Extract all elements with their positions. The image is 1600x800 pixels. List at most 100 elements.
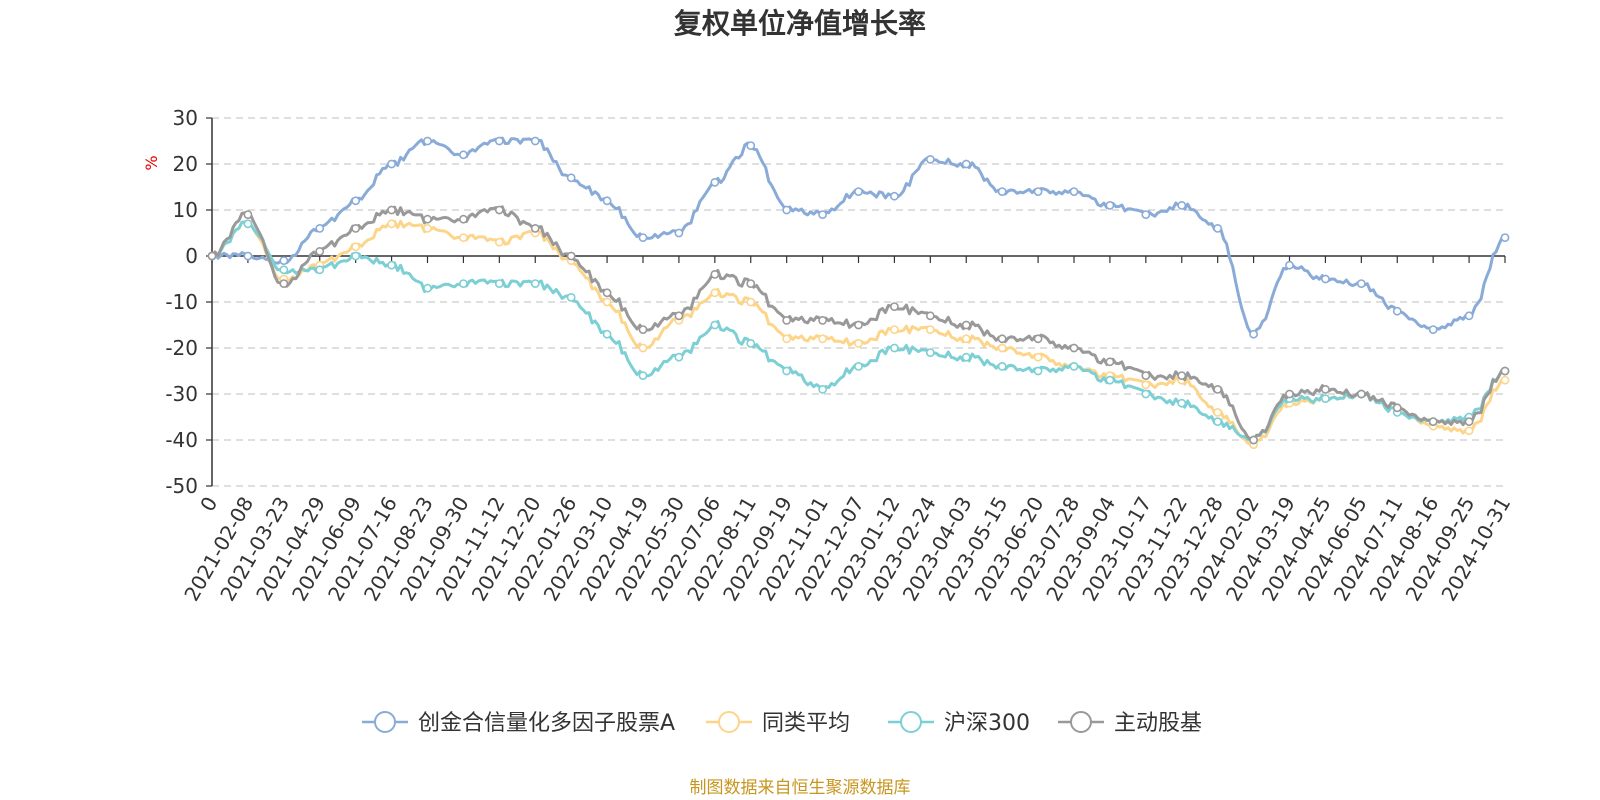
data-point bbox=[459, 214, 468, 224]
data-point bbox=[1321, 274, 1330, 284]
data-point bbox=[1500, 375, 1510, 385]
data-point bbox=[890, 302, 899, 311]
data-point bbox=[494, 136, 504, 146]
data-point bbox=[1141, 210, 1151, 219]
data-point bbox=[1033, 187, 1043, 196]
data-point bbox=[387, 219, 396, 229]
data-point bbox=[961, 159, 971, 169]
data-point bbox=[818, 315, 827, 325]
data-point bbox=[459, 150, 468, 160]
data-point bbox=[1213, 384, 1223, 394]
data-point bbox=[818, 384, 827, 394]
data-point bbox=[638, 343, 648, 353]
data-point bbox=[925, 325, 935, 334]
data-point bbox=[818, 334, 827, 344]
legend-item[interactable]: 主动股基 bbox=[1058, 711, 1202, 736]
data-point bbox=[1392, 403, 1402, 413]
legend[interactable]: 创金合信量化多因子股票A 同类平均 沪深300 主动股基 bbox=[362, 711, 1202, 736]
data-point bbox=[351, 251, 361, 261]
data-point bbox=[1177, 200, 1187, 210]
y-tick-label: 0 bbox=[185, 244, 198, 268]
data-point bbox=[1500, 366, 1510, 376]
data-point bbox=[1141, 380, 1151, 390]
data-point bbox=[638, 325, 648, 334]
series-line bbox=[210, 220, 1506, 442]
data-point bbox=[1464, 311, 1474, 321]
data-point bbox=[890, 191, 899, 201]
data-point bbox=[854, 338, 863, 348]
data-point bbox=[1213, 223, 1223, 233]
data-point bbox=[710, 177, 720, 187]
data-point bbox=[710, 320, 720, 330]
data-point bbox=[746, 141, 756, 150]
data-point bbox=[494, 279, 504, 288]
data-point bbox=[351, 223, 361, 233]
data-point bbox=[423, 223, 432, 233]
data-point bbox=[674, 311, 684, 321]
data-point bbox=[1069, 361, 1079, 371]
data-point bbox=[854, 361, 863, 371]
y-tick-label: -50 bbox=[165, 474, 198, 498]
data-point bbox=[602, 297, 612, 307]
data-point bbox=[818, 210, 827, 219]
data-point bbox=[207, 251, 217, 261]
x-tick-label: 0 bbox=[195, 493, 222, 516]
data-point bbox=[387, 205, 396, 215]
data-point bbox=[854, 320, 863, 330]
data-point bbox=[351, 242, 361, 252]
data-point bbox=[925, 311, 935, 321]
legend-item[interactable]: 沪深300 bbox=[888, 711, 1030, 736]
data-point bbox=[1069, 343, 1079, 353]
data-point bbox=[890, 343, 899, 353]
data-point bbox=[961, 320, 971, 330]
data-point bbox=[782, 366, 792, 376]
series-line bbox=[210, 219, 1506, 447]
data-point bbox=[782, 205, 792, 215]
data-point bbox=[1105, 357, 1115, 367]
y-tick-label: -30 bbox=[165, 382, 198, 406]
data-point bbox=[746, 297, 756, 307]
data-point bbox=[351, 196, 361, 206]
data-point bbox=[638, 233, 648, 242]
data-point bbox=[1321, 384, 1330, 394]
data-point bbox=[1105, 375, 1115, 385]
legend-item[interactable]: 创金合信量化多因子股票A bbox=[362, 711, 675, 736]
data-point bbox=[315, 246, 325, 256]
data-point bbox=[1285, 389, 1294, 399]
series-line bbox=[211, 136, 1506, 336]
data-point bbox=[1213, 417, 1223, 426]
data-point bbox=[1141, 371, 1151, 380]
data-point bbox=[243, 210, 253, 219]
data-point bbox=[279, 256, 289, 265]
data-point bbox=[925, 348, 935, 357]
legend-item[interactable]: 同类平均 bbox=[706, 711, 850, 736]
y-tick-label: -40 bbox=[165, 428, 198, 452]
data-point bbox=[530, 223, 540, 233]
data-point bbox=[530, 279, 540, 288]
data-point bbox=[1033, 352, 1043, 362]
data-point bbox=[1428, 325, 1438, 334]
data-point bbox=[782, 315, 792, 325]
data-point bbox=[961, 352, 971, 362]
data-point bbox=[746, 279, 756, 288]
data-point bbox=[997, 334, 1007, 344]
data-point bbox=[997, 343, 1007, 353]
data-point bbox=[387, 260, 396, 270]
data-point bbox=[710, 269, 720, 279]
data-point bbox=[602, 196, 612, 206]
data-point bbox=[1177, 371, 1187, 380]
legend-circle-icon bbox=[718, 711, 740, 733]
data-point bbox=[1356, 389, 1366, 399]
data-point bbox=[674, 228, 684, 238]
data-point bbox=[1069, 187, 1079, 196]
data-point bbox=[1033, 334, 1043, 344]
legend-circle-icon bbox=[1070, 711, 1092, 733]
legend-label: 同类平均 bbox=[762, 711, 850, 736]
y-tick-label: -10 bbox=[165, 290, 198, 314]
data-point bbox=[890, 325, 899, 334]
data-point bbox=[1033, 366, 1043, 376]
data-point bbox=[638, 371, 648, 380]
y-axis-unit: % bbox=[142, 155, 161, 170]
data-point bbox=[566, 173, 576, 183]
